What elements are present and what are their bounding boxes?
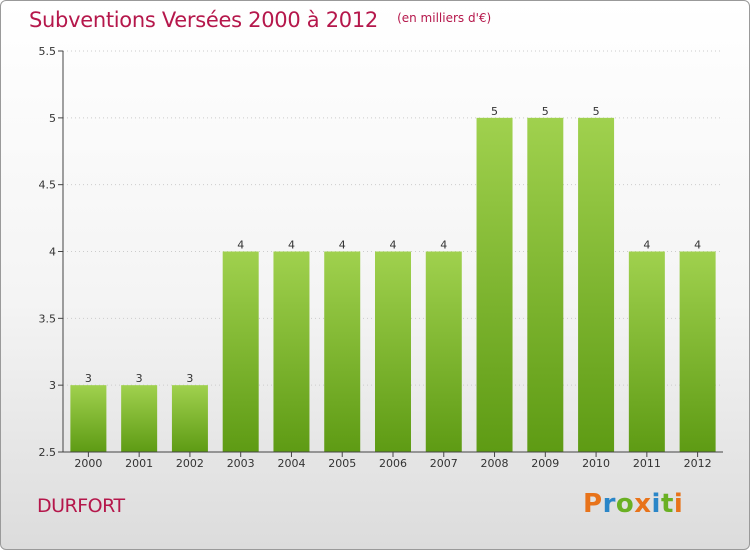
bar xyxy=(476,117,513,452)
logo-letter: t xyxy=(660,489,674,519)
bar xyxy=(171,385,208,452)
bar xyxy=(628,251,665,452)
logo-letter: P xyxy=(583,489,603,519)
bar-data-label: 4 xyxy=(694,239,701,252)
bar xyxy=(222,251,259,452)
bar-data-label: 5 xyxy=(491,105,498,118)
bar xyxy=(527,117,564,452)
x-tick-label: 2005 xyxy=(328,457,356,470)
y-tick-label: 2.5 xyxy=(39,446,57,459)
bar xyxy=(375,251,411,452)
x-tick-label: 2001 xyxy=(125,457,153,470)
bar xyxy=(425,251,462,452)
y-tick-label: 4 xyxy=(49,246,56,259)
x-tick-label: 2012 xyxy=(684,457,712,470)
x-tick-label: 2008 xyxy=(481,457,509,470)
y-tick-label: 3.5 xyxy=(39,312,57,325)
chart-title: Subventions Versées 2000 à 2012 xyxy=(29,8,378,32)
x-tick-label: 2003 xyxy=(227,457,255,470)
bar xyxy=(324,251,361,452)
bar-data-label: 5 xyxy=(542,105,549,118)
y-tick-label: 5.5 xyxy=(39,45,57,58)
x-tick-label: 2004 xyxy=(277,457,305,470)
bar-data-label: 4 xyxy=(390,239,397,252)
bar-data-label: 5 xyxy=(593,105,600,118)
x-tick-label: 2002 xyxy=(176,457,204,470)
logo-letter: i xyxy=(651,489,661,519)
bar xyxy=(70,385,107,452)
bar-data-label: 4 xyxy=(288,239,295,252)
y-tick-label: 4.5 xyxy=(39,179,57,192)
bar xyxy=(121,385,158,452)
logo-letter: i xyxy=(673,489,684,519)
y-tick-label: 3 xyxy=(49,379,56,392)
bar-data-label: 4 xyxy=(339,239,346,252)
x-tick-label: 2007 xyxy=(430,457,458,470)
chart-subtitle: (en milliers d'€) xyxy=(397,11,492,25)
bar-data-label: 3 xyxy=(136,372,143,385)
y-tick-label: 5 xyxy=(49,112,56,125)
bar xyxy=(679,251,716,452)
bar xyxy=(273,251,310,452)
x-tick-label: 2009 xyxy=(531,457,559,470)
bar-data-label: 3 xyxy=(85,372,92,385)
logo-letter: r xyxy=(602,489,616,519)
x-tick-label: 2006 xyxy=(379,457,407,470)
logo-letter: o xyxy=(615,489,635,519)
x-tick-label: 2011 xyxy=(633,457,661,470)
x-tick-label: 2010 xyxy=(582,457,610,470)
bar-data-label: 4 xyxy=(440,239,447,252)
proxiti-logo: Proxiti xyxy=(583,489,683,519)
x-tick-label: 2000 xyxy=(74,457,102,470)
title-row: Subventions Versées 2000 à 2012 (en mill… xyxy=(29,8,491,32)
bar-data-label: 4 xyxy=(237,239,244,252)
bar xyxy=(578,117,615,452)
logo-letter: x xyxy=(634,489,652,519)
bar-data-label: 3 xyxy=(186,372,193,385)
commune-name: DURFORT xyxy=(37,495,125,517)
bar-data-label: 4 xyxy=(643,239,650,252)
